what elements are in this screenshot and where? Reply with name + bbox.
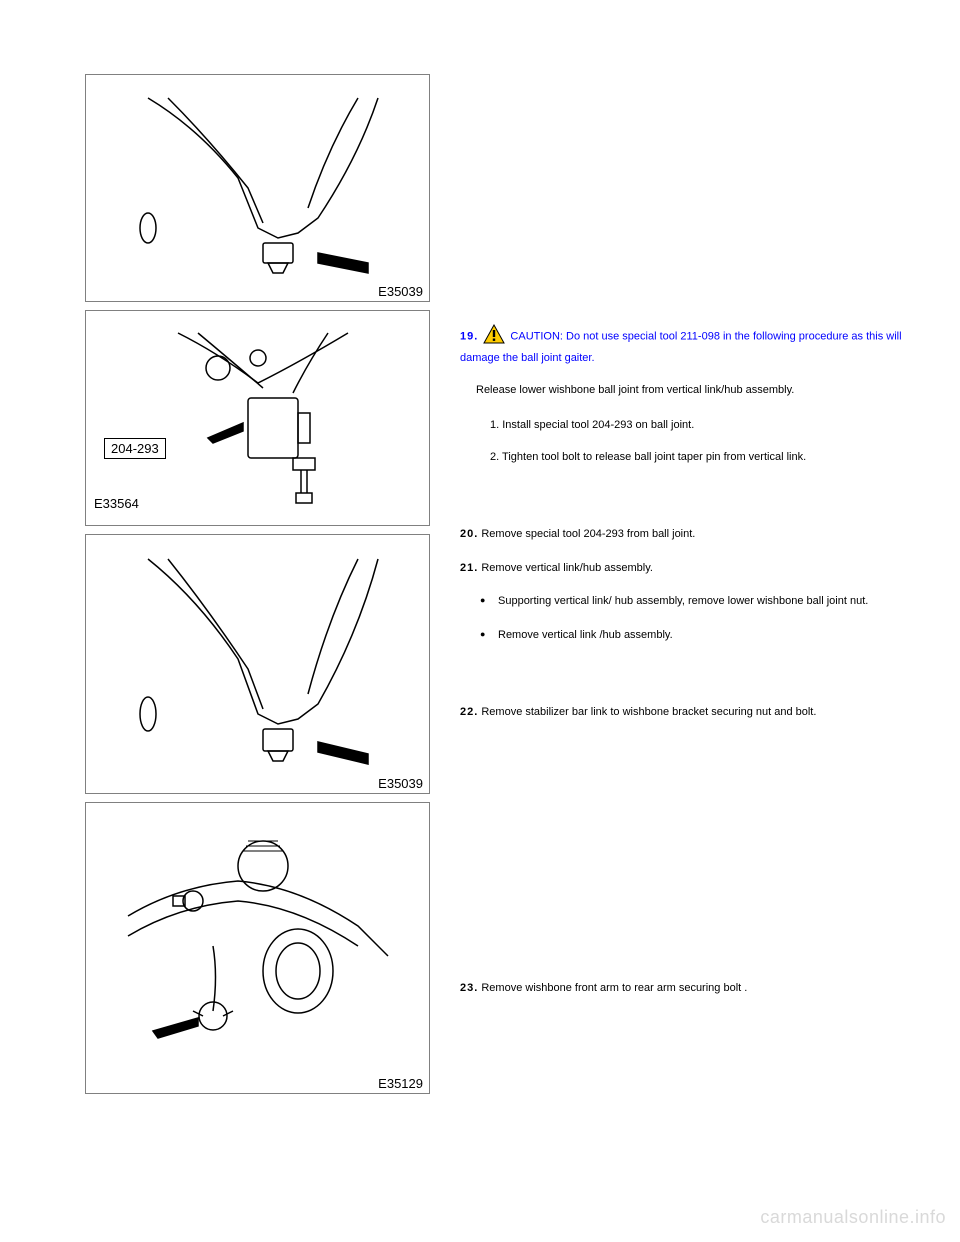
step-number: 22. [460, 706, 478, 718]
figure-ref-label: E35039 [378, 284, 423, 299]
step-number: 23. [460, 982, 478, 994]
bullet-item: Supporting vertical link/ hub assembly, … [480, 593, 912, 610]
figure-ref-label: E33564 [94, 496, 139, 511]
step-20: 20. Remove special tool 204-293 from bal… [460, 526, 912, 543]
ball-joint-illustration-icon [118, 549, 398, 779]
sub-steps: 1. Install special tool 204-293 on ball … [490, 417, 912, 466]
bullet-item: Remove vertical link /hub assembly. [480, 627, 912, 644]
step-text: Remove stabilizer bar link to wishbone b… [481, 706, 816, 718]
sub-step-1: 1. Install special tool 204-293 on ball … [490, 417, 912, 434]
figures-column: E35039 204-293 [85, 74, 430, 1102]
figure-e35039-top: E35039 [85, 74, 430, 302]
ball-joint-illustration-icon [118, 88, 398, 288]
step-23: 23. Remove wishbone front arm to rear ar… [460, 980, 912, 997]
figure-e33564: 204-293 E33564 [85, 310, 430, 526]
bullet-list: Supporting vertical link/ hub assembly, … [480, 593, 912, 644]
step-body: Release lower wishbone ball joint from v… [476, 382, 912, 399]
step-text: Remove special tool 204-293 from ball jo… [481, 528, 695, 540]
caution-triangle-icon [483, 324, 505, 350]
step-21: 21. Remove vertical link/hub assembly. S… [460, 560, 912, 644]
figure-ref-label: E35129 [378, 1076, 423, 1091]
stabilizer-link-illustration-icon [118, 816, 398, 1081]
step-text: Remove vertical link/hub assembly. [481, 562, 653, 574]
caution-text: CAUTION: Do not use special tool 211-098… [460, 331, 902, 364]
caution-line: 19. CAUTION: Do not use special tool 211… [460, 324, 912, 366]
tool-204-293-illustration-icon [118, 323, 398, 513]
tool-label: 204-293 [104, 441, 166, 456]
watermark-text: carmanualsonline.info [760, 1207, 946, 1228]
figure-e35039-bottom: E35039 [85, 534, 430, 794]
step-text: Remove wishbone front arm to rear arm se… [481, 982, 747, 994]
step-19: 19. CAUTION: Do not use special tool 211… [460, 324, 912, 466]
step-number: 20. [460, 528, 478, 540]
figure-e35129: E35129 [85, 802, 430, 1094]
step-number: 21. [460, 562, 478, 574]
step-22: 22. Remove stabilizer bar link to wishbo… [460, 704, 912, 721]
step-number: 19. [460, 331, 478, 343]
figure-ref-label: E35039 [378, 776, 423, 791]
sub-step-2: 2. Tighten tool bolt to release ball joi… [490, 449, 912, 466]
instructions-column: 19. CAUTION: Do not use special tool 211… [430, 74, 912, 1102]
